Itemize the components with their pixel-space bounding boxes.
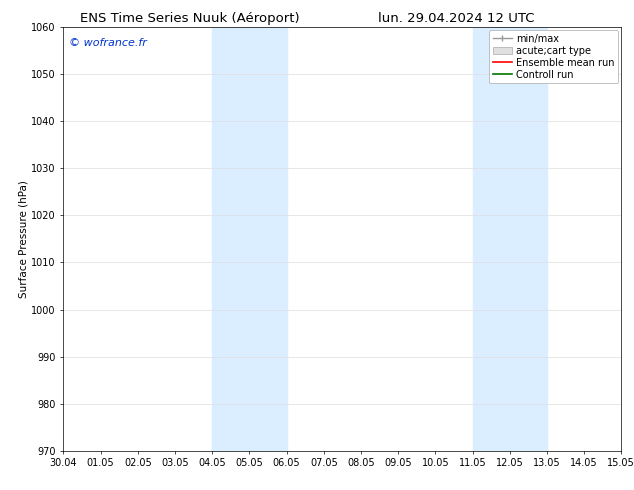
Legend: min/max, acute;cart type, Ensemble mean run, Controll run: min/max, acute;cart type, Ensemble mean …	[489, 30, 618, 83]
Bar	[212, 27, 287, 451]
Text: © wofrance.fr: © wofrance.fr	[69, 38, 147, 48]
Text: ENS Time Series Nuuk (Aéroport): ENS Time Series Nuuk (Aéroport)	[81, 12, 300, 25]
Y-axis label: Surface Pressure (hPa): Surface Pressure (hPa)	[18, 180, 29, 298]
Text: lun. 29.04.2024 12 UTC: lun. 29.04.2024 12 UTC	[378, 12, 534, 25]
Bar	[472, 27, 547, 451]
